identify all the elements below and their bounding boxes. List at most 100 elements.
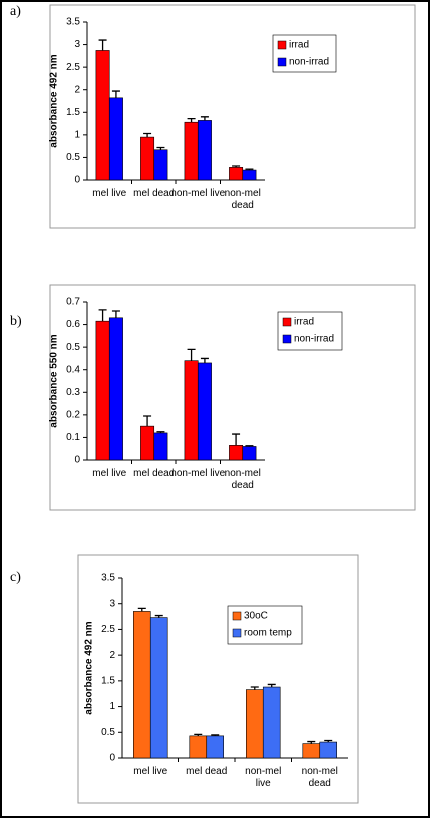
bar bbox=[95, 50, 110, 181]
legend-swatch bbox=[277, 40, 287, 50]
y-tick-label: 3 bbox=[109, 598, 115, 609]
error-bar bbox=[143, 415, 152, 427]
bar bbox=[133, 611, 151, 759]
x-tick-label: mel dead bbox=[186, 766, 228, 777]
legend-label: non-irrad bbox=[289, 57, 329, 68]
x-tick-label: non-mel dead bbox=[224, 188, 261, 211]
error-bar bbox=[111, 310, 120, 318]
y-axis-title: absorbance 492 nm bbox=[84, 621, 95, 714]
error-bar bbox=[200, 357, 209, 363]
legend-swatch bbox=[232, 611, 242, 621]
error-bar bbox=[98, 39, 107, 51]
panel-label: c) bbox=[10, 570, 21, 585]
bar bbox=[153, 149, 168, 181]
legend-label: room temp bbox=[244, 628, 292, 639]
chart-frame bbox=[49, 4, 416, 229]
error-bar bbox=[111, 90, 120, 98]
error-bar bbox=[187, 117, 196, 123]
y-tick-label: 0.1 bbox=[66, 432, 80, 443]
bar bbox=[149, 617, 168, 759]
y-tick-label: 1 bbox=[74, 129, 80, 140]
y-tick-label: 0.3 bbox=[66, 387, 80, 398]
y-tick-label: 0.4 bbox=[66, 364, 80, 375]
y-tick-label: 0 bbox=[74, 455, 80, 466]
y-tick-label: 2 bbox=[74, 84, 80, 95]
y-tick-label: 0.5 bbox=[66, 152, 80, 163]
bar bbox=[184, 121, 199, 181]
error-bar bbox=[187, 348, 196, 361]
panel-label: b) bbox=[10, 314, 22, 329]
y-axis-title: absorbance 492 nm bbox=[49, 54, 60, 147]
y-tick-label: 2.5 bbox=[101, 624, 115, 635]
error-bar bbox=[307, 740, 316, 744]
bar bbox=[262, 686, 281, 759]
legend-label: irrad bbox=[289, 40, 309, 51]
bar bbox=[242, 446, 257, 461]
legend-label: non-irrad bbox=[294, 334, 334, 345]
bar bbox=[95, 320, 110, 461]
x-tick-label: non-mel live bbox=[171, 188, 226, 199]
y-tick-label: 0.7 bbox=[66, 297, 80, 308]
bar bbox=[229, 445, 244, 461]
y-tick-label: 0 bbox=[74, 175, 80, 186]
chart-frame bbox=[49, 284, 416, 511]
bar bbox=[206, 735, 225, 759]
bar bbox=[246, 689, 264, 759]
error-bar bbox=[154, 614, 163, 618]
x-tick-label: mel live bbox=[92, 468, 127, 479]
legend-label: irrad bbox=[294, 317, 314, 328]
error-bar bbox=[245, 168, 254, 171]
bar bbox=[189, 735, 208, 759]
y-tick-label: 0.2 bbox=[66, 409, 80, 420]
error-bar bbox=[232, 433, 241, 446]
x-tick-label: mel dead bbox=[133, 468, 175, 479]
y-tick-label: 0.5 bbox=[66, 342, 80, 353]
error-bar bbox=[232, 165, 241, 168]
legend-label: 30oC bbox=[244, 611, 268, 622]
bar bbox=[108, 317, 123, 461]
x-tick-label: mel live bbox=[133, 766, 168, 777]
error-bar bbox=[267, 683, 276, 688]
error-bar bbox=[324, 739, 333, 743]
error-bar bbox=[211, 734, 220, 736]
legend-swatch bbox=[277, 57, 287, 67]
bar bbox=[242, 169, 257, 181]
x-tick-label: non-mel live bbox=[171, 468, 226, 479]
legend-swatch bbox=[232, 628, 242, 638]
x-tick-label: non-mel dead bbox=[224, 468, 261, 491]
y-axis-title: absorbance 550 nm bbox=[49, 334, 60, 427]
bar bbox=[108, 97, 123, 181]
legend-swatch bbox=[282, 317, 292, 327]
bar bbox=[319, 741, 338, 759]
y-tick-label: 0.6 bbox=[66, 319, 80, 330]
chart-frame bbox=[77, 554, 359, 804]
y-tick-label: 2 bbox=[109, 650, 115, 661]
y-tick-label: 3 bbox=[74, 39, 80, 50]
x-tick-label: mel dead bbox=[133, 188, 175, 199]
x-tick-label: non-mel live bbox=[245, 766, 282, 789]
y-tick-label: 2.5 bbox=[66, 62, 80, 73]
bar bbox=[229, 167, 244, 181]
y-tick-label: 3.5 bbox=[101, 573, 115, 584]
error-bar bbox=[156, 431, 165, 433]
y-tick-label: 0.5 bbox=[101, 727, 115, 738]
error-bar bbox=[98, 309, 107, 322]
y-tick-label: 3.5 bbox=[66, 17, 80, 28]
error-bar bbox=[200, 116, 209, 121]
bar bbox=[197, 120, 212, 181]
legend-swatch bbox=[282, 334, 292, 344]
bar bbox=[197, 362, 212, 461]
x-tick-label: mel live bbox=[92, 188, 127, 199]
x-tick-label: non-mel dead bbox=[301, 766, 338, 789]
error-bar bbox=[156, 146, 165, 150]
bar bbox=[140, 136, 155, 181]
error-bar bbox=[137, 607, 146, 612]
error-bar bbox=[194, 733, 203, 736]
y-tick-label: 1 bbox=[109, 701, 115, 712]
y-tick-label: 0 bbox=[109, 753, 115, 764]
bar bbox=[184, 360, 199, 461]
bar bbox=[140, 425, 155, 461]
y-tick-label: 1.5 bbox=[101, 675, 115, 686]
